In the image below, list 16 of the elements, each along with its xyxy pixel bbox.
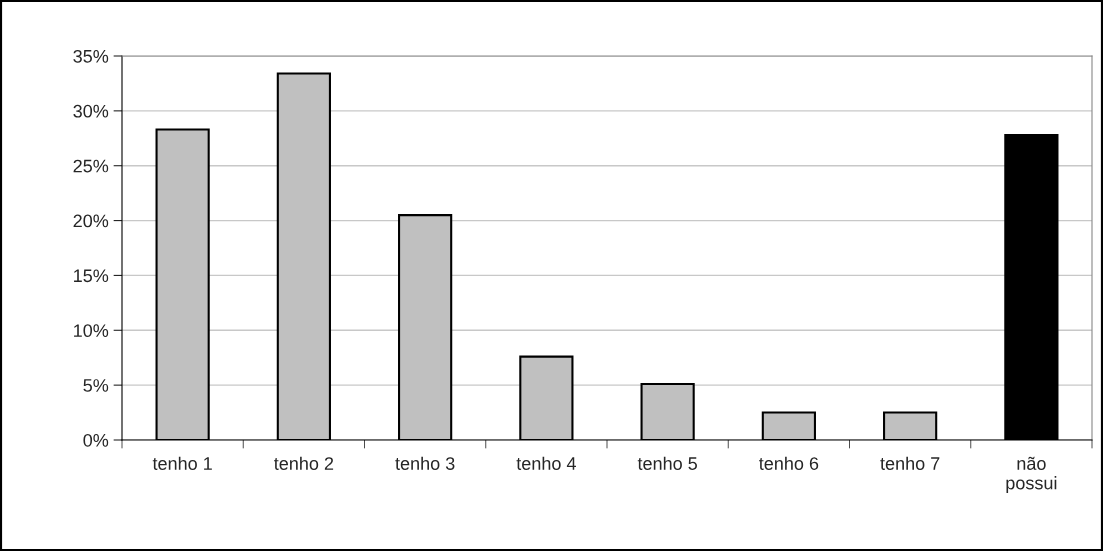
y-tick-label: 15% (74, 269, 109, 283)
y-tick-label: 35% (73, 49, 109, 63)
x-tick-label: tenho 4 (516, 456, 576, 470)
x-tick-label: tenho 1 (152, 456, 212, 470)
y-tick-label: 30% (73, 104, 109, 118)
y-tick-label: 5% (83, 379, 109, 392)
x-tick-label: tenho 7 (880, 456, 940, 470)
x-tick-label: tenho 3 (395, 456, 455, 470)
x-tick-label: tenho 6 (759, 456, 819, 470)
x-tick-label: tenho 2 (274, 456, 334, 470)
x-tick-label: tenho 5 (637, 456, 697, 470)
y-tick-label: 10% (74, 324, 109, 338)
y-tick-label: 25% (73, 159, 109, 173)
x-tick-label: não possui (1006, 456, 1057, 493)
y-tick-label: 0% (83, 433, 109, 447)
y-tick-label: 20% (73, 214, 109, 228)
